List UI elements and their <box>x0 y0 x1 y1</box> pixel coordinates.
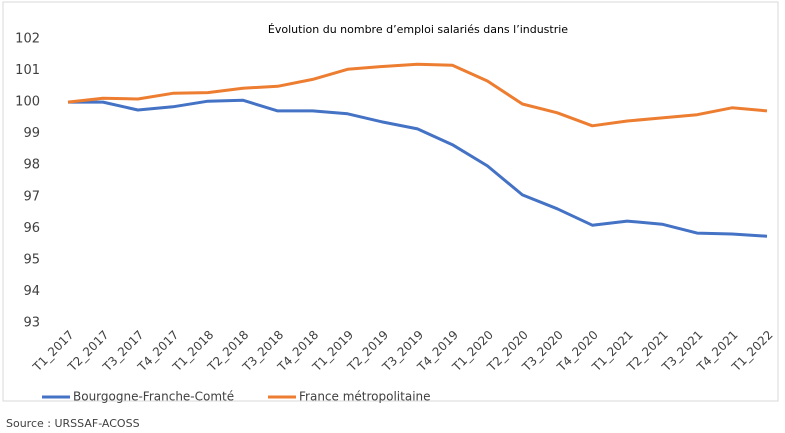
y-tick-label: 102 <box>15 32 40 47</box>
source: Source : URSSAF-ACOSS <box>6 417 140 430</box>
y-tick-label: 95 <box>23 252 40 267</box>
y-tick-label: 97 <box>23 189 40 204</box>
y-tick-label: 93 <box>23 316 40 331</box>
y-tick-label: 94 <box>23 284 40 299</box>
y-tick-label: 100 <box>15 95 40 110</box>
y-tick-label: 98 <box>23 158 40 173</box>
chart-title: Évolution du nombre d’emploi salariés da… <box>268 23 568 36</box>
y-tick-label: 99 <box>23 126 40 141</box>
legend-label: France métropolitaine <box>299 390 431 404</box>
series-line <box>68 98 768 238</box>
chart-frame <box>2 1 779 402</box>
y-tick-label: 101 <box>15 63 40 78</box>
series-line <box>67 62 768 128</box>
legend-label: Bourgogne-Franche-Comté <box>73 390 234 404</box>
y-tick-label: 96 <box>23 221 40 236</box>
